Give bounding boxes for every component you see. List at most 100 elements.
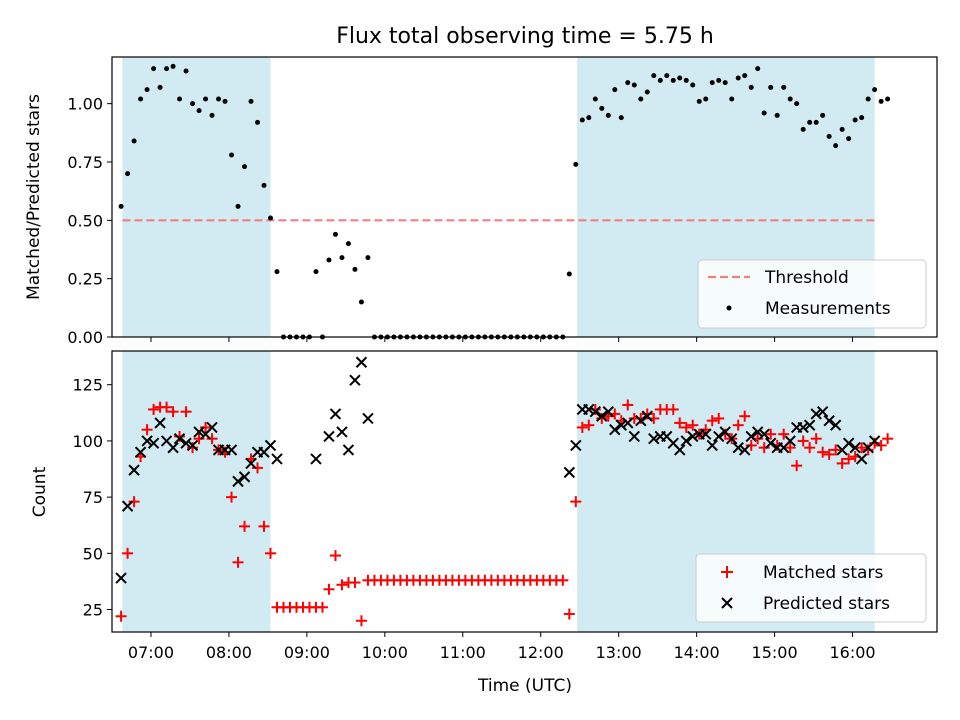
matched-point [200,421,212,433]
measurement-point [586,115,592,121]
matched-point [765,428,777,440]
predicted-point [362,412,374,425]
measurement-point [157,84,163,90]
measurement-point [846,136,852,142]
matched-point [576,421,588,433]
predicted-point [167,441,179,454]
predicted-point [128,464,140,476]
bottom-x-ticks: 07:00 08:00 09:00 10:00 11:00 12:00 13:00 14:00… [128,632,876,662]
measurement-point [618,115,624,121]
measurement-point [664,73,670,79]
bottom-y-tick-label: 50 [83,544,103,563]
matched-point [869,437,881,449]
measurement-point [339,255,345,261]
bottom-legend-box [695,553,927,623]
chart-title: Flux total observing time = 5.75 h [336,24,714,49]
matched-point [732,419,744,431]
predicted-point [245,457,257,470]
measurement-point [852,117,858,123]
top-y-tick-label: 0.25 [67,270,103,289]
predicted-point [264,439,277,452]
predicted-point [687,430,699,443]
measurement-point [235,203,241,209]
measurement-point [573,161,579,167]
measurement-point [332,231,338,237]
matched-point [791,460,803,472]
predicted-point [206,421,218,434]
measurement-point [781,84,787,90]
matched-point [226,491,238,503]
matched-point [823,448,835,460]
matched-point [596,412,608,424]
measurement-point [209,112,215,118]
predicted-point [602,405,615,418]
predicted-point [842,437,855,449]
predicted-point [810,408,822,420]
predicted-point [180,437,192,449]
bottom-axes-frame [111,350,938,633]
predicted-point [310,453,322,465]
top-y-tick-label: 0.00 [67,328,103,347]
matched-point [836,457,848,469]
measurement-point [670,77,676,83]
predicted-point [635,414,647,427]
bottom-panel: 07:00 08:00 09:00 10:00 11:00 12:00 13:00 14:00… [30,350,938,696]
matched-point [167,406,179,418]
matched-point [570,496,582,508]
bottom-highlight-1 [122,351,271,632]
predicted-point [726,432,738,445]
measurement-point [196,108,202,114]
matched-point [830,444,842,456]
legend-threshold: Threshold [764,268,849,288]
x-tick-label: 15:00 [752,643,798,662]
matched-point [122,547,134,559]
measurement-point [800,126,806,132]
predicted-point [589,405,602,418]
measurement-point [696,98,702,104]
predicted-point [336,426,348,438]
predicted-point [745,430,757,443]
predicted-point [355,356,368,368]
matched-point [674,417,686,429]
predicted-point [855,453,868,465]
matched-point [680,421,692,433]
matched-point [667,403,679,415]
matched-point [141,424,153,436]
measurement-point [787,96,793,102]
measurement-point [820,112,826,118]
measurement-point [748,84,754,90]
predicted-point [173,432,186,445]
predicted-point [563,466,576,479]
predicted-point [115,572,127,584]
measurement-point [352,266,358,272]
predicted-point [764,437,777,449]
matched-point [810,433,822,445]
measurement-point [709,80,715,86]
measurement-point [794,101,800,107]
matched-point [239,520,251,532]
predicted-point [713,430,725,443]
matched-point [563,608,575,620]
top-y-ticks: 0.00 0.25 0.50 0.75 1.00 [67,95,112,347]
measurement-point [761,110,767,116]
predicted-point [868,435,881,447]
predicted-point [342,444,355,456]
matched-point [336,579,348,591]
predicted-point [784,435,796,447]
predicted-point [700,428,712,440]
measurement-point [183,68,189,74]
matched-point [557,574,569,586]
measurement-point [579,117,585,123]
matched-point [875,439,887,451]
measurement-point [833,143,839,149]
matched-point [329,550,341,562]
matched-point [882,433,894,445]
predicted-point [323,430,335,443]
top-panel: 0.00 0.25 0.50 0.75 1.00 Matched/Predicted s… [24,56,938,347]
predicted-point [628,430,640,443]
measurement-point [242,164,248,170]
measurement-point [599,105,605,111]
top-axes-frame [111,56,938,338]
top-highlight-1 [122,57,271,337]
measurement-point [164,66,170,72]
